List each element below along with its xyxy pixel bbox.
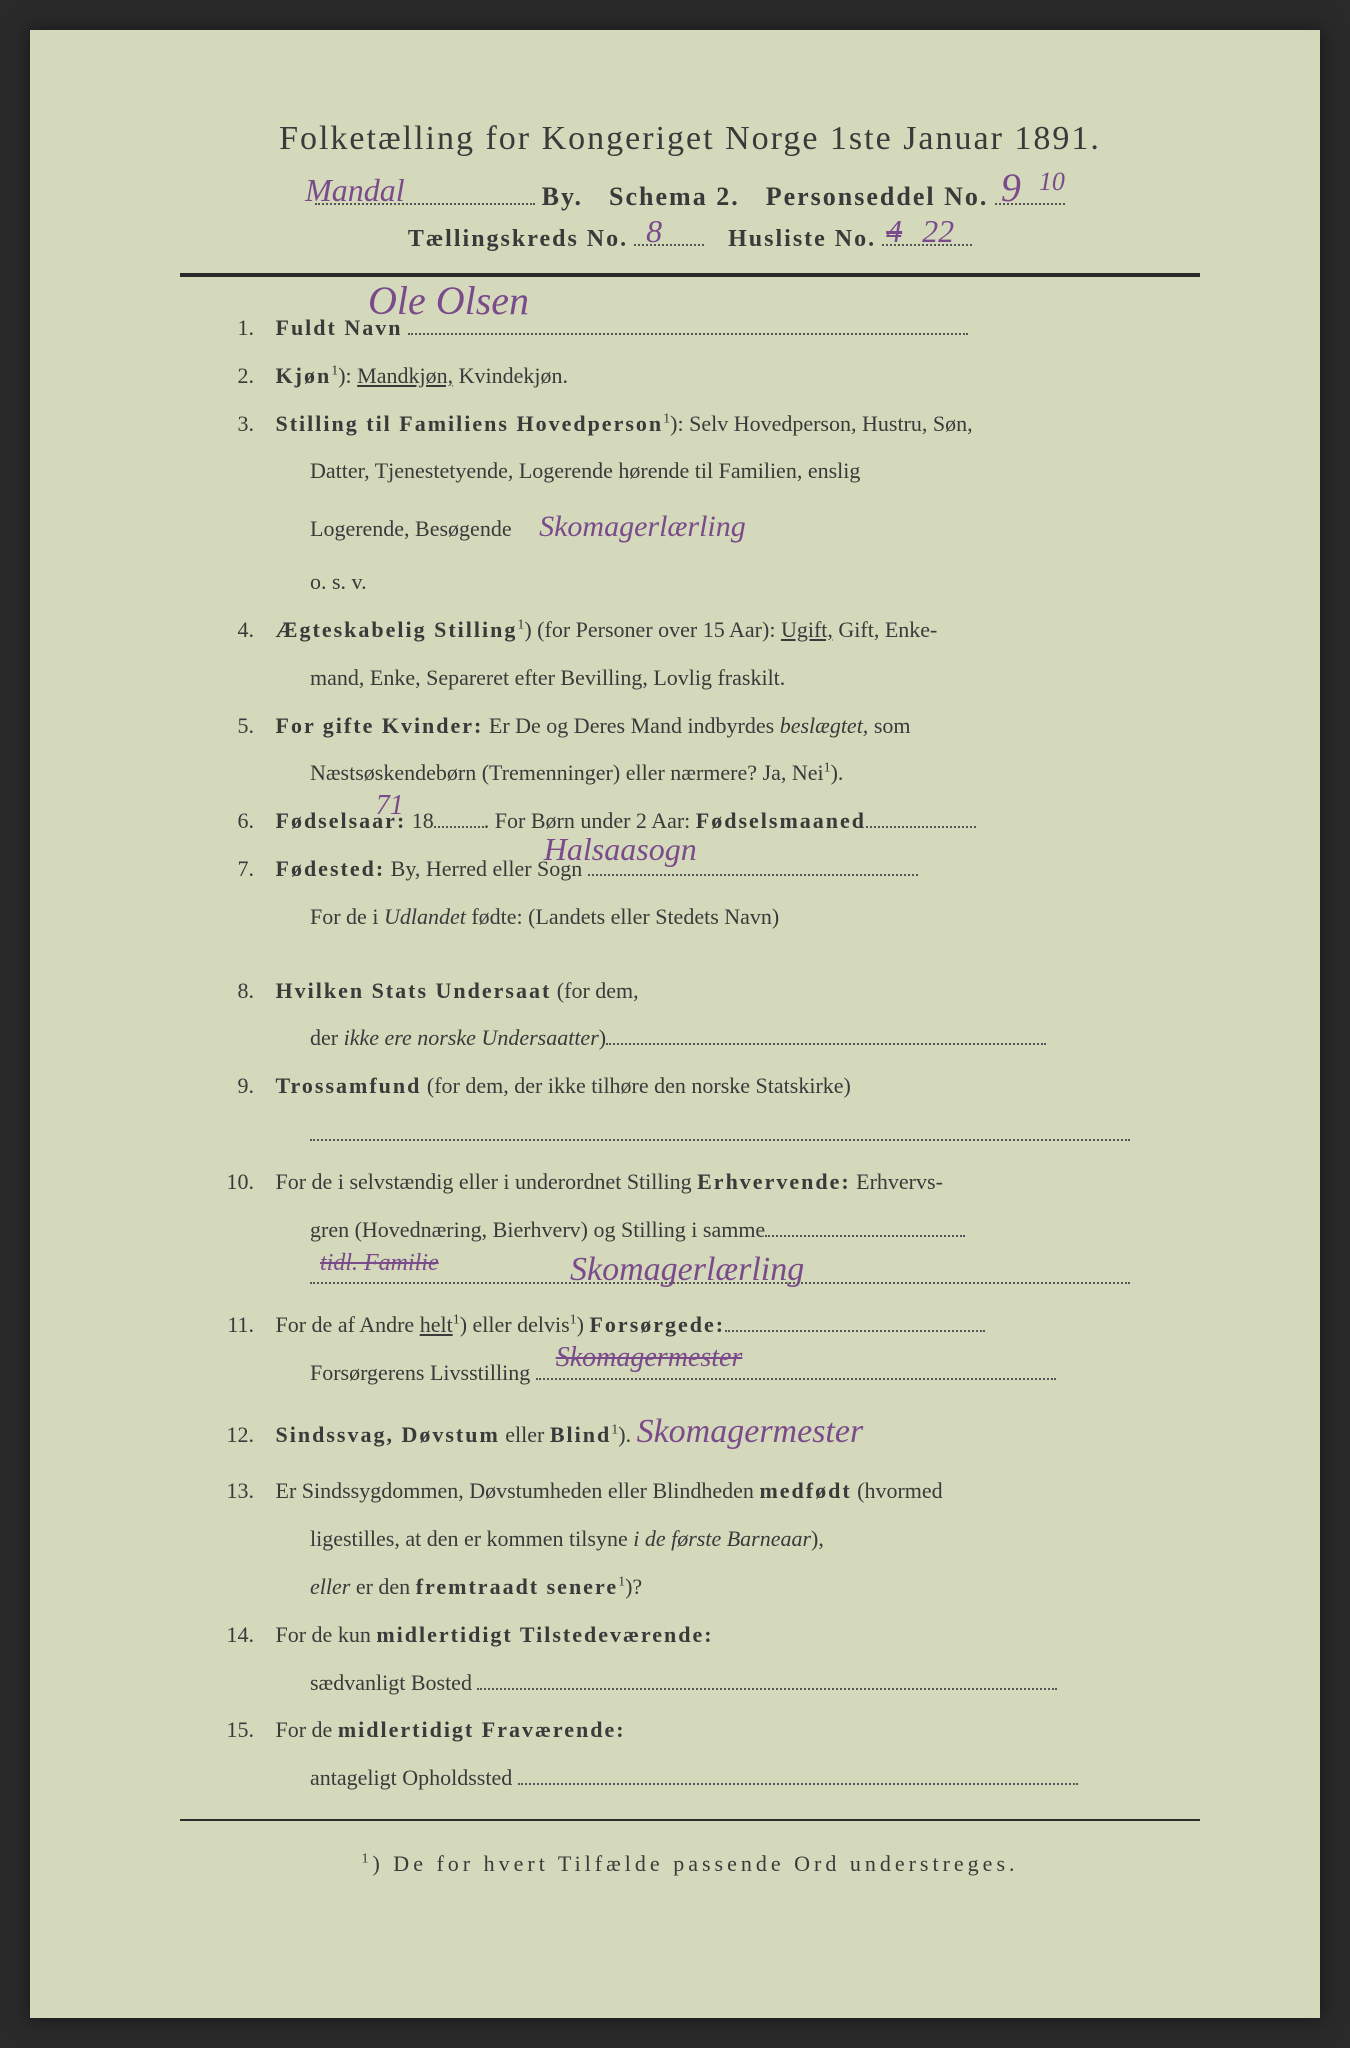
- item-9-cont: [180, 1113, 1200, 1155]
- schema-label: Schema 2.: [609, 182, 740, 211]
- husliste-label: Husliste No.: [728, 226, 876, 252]
- fullname-value: Ole Olsen: [428, 263, 529, 339]
- item12-handwritten: Skomagermester: [637, 1413, 864, 1450]
- item-13-cont-2: eller er den fremtraadt senere1)?: [180, 1566, 1200, 1608]
- item-8-cont: der ikke ere norske Undersaatter): [180, 1017, 1200, 1059]
- birthplace: Halsaasogn: [604, 819, 697, 880]
- personseddel-no-alt: 10: [1039, 167, 1065, 197]
- item-13-cont-1: ligestilles, at den er kommen tilsyne i …: [180, 1518, 1200, 1560]
- item-9: 9. Trossamfund (for dem, der ikke tilhør…: [180, 1065, 1200, 1107]
- item-12: 12. Sindssvag, Døvstum eller Blind1). Sk…: [180, 1400, 1200, 1465]
- item-7: 7. Fødested: By, Herred eller Sogn Halsa…: [180, 848, 1200, 890]
- item-14: 14. For de kun midlertidigt Tilstedevære…: [180, 1614, 1200, 1656]
- item-15-cont: antageligt Opholdssted: [180, 1757, 1200, 1799]
- form-header: Folketælling for Kongeriget Norge 1ste J…: [180, 120, 1200, 253]
- taellingskreds-no: 8: [646, 213, 662, 250]
- occupation-struck: tidl. Familie: [320, 1241, 439, 1287]
- husliste-no: 22: [922, 213, 954, 250]
- divider-bottom: [180, 1819, 1200, 1821]
- personseddel-label: Personseddel No.: [766, 182, 989, 211]
- census-form-page: Folketælling for Kongeriget Norge 1ste J…: [30, 30, 1320, 2018]
- item-11-cont: Forsørgerens Livsstilling Skomagermester: [180, 1352, 1200, 1394]
- taellingskreds-label: Tællingskreds No.: [408, 226, 628, 252]
- subtitle-line-2: Tællingskreds No. 8 Husliste No. 4 22: [180, 226, 1200, 253]
- provider-occupation: Skomagermester: [556, 1331, 743, 1384]
- item-8: 8. Hvilken Stats Undersaat (for dem,: [180, 970, 1200, 1012]
- city-handwritten: Mandal: [305, 172, 405, 209]
- item-3-cont-3: o. s. v.: [180, 561, 1200, 603]
- item-2: 2. Kjøn1): Mandkjøn, Kvindekjøn.: [180, 355, 1200, 397]
- personseddel-no: 9: [1001, 164, 1021, 211]
- city-label: By.: [542, 182, 583, 211]
- item-5-cont: Næstsøskendebørn (Tremenninger) eller næ…: [180, 752, 1200, 794]
- item-3-cont-2: Logerende, Besøgende Skomagerlærling: [180, 498, 1200, 555]
- item-4: 4. Ægteskabelig Stilling1) (for Personer…: [180, 609, 1200, 651]
- marital-underlined: Ugift,: [781, 617, 833, 642]
- item-4-cont: mand, Enke, Separeret efter Bevilling, L…: [180, 657, 1200, 699]
- gender-underlined: Mandkjøn,: [357, 363, 453, 388]
- item-10-cont-2: tidl. Familie Skomagerlærling: [180, 1256, 1200, 1298]
- subtitle-line-1: Mandal By. Schema 2. Personseddel No. 9 …: [180, 182, 1200, 212]
- form-title: Folketælling for Kongeriget Norge 1ste J…: [180, 120, 1200, 158]
- item-3: 3. Stilling til Familiens Hovedperson1):…: [180, 403, 1200, 445]
- item-10: 10. For de i selvstændig eller i underor…: [180, 1161, 1200, 1203]
- item-7-cont: For de i Udlandet fødte: (Landets eller …: [180, 896, 1200, 938]
- occupation: Skomagerlærling: [570, 1238, 804, 1303]
- item-5: 5. For gifte Kvinder: Er De og Deres Man…: [180, 705, 1200, 747]
- item-14-cont: sædvanligt Bosted: [180, 1662, 1200, 1704]
- item-3-cont-1: Datter, Tjenestetyende, Logerende hørend…: [180, 450, 1200, 492]
- item-15: 15. For de midlertidigt Fraværende:: [180, 1709, 1200, 1751]
- husliste-no-struck: 4: [886, 213, 902, 250]
- relation-handwritten: Skomagerlærling: [539, 510, 746, 543]
- item-1: 1. Fuldt Navn Ole Olsen: [180, 307, 1200, 349]
- footnote: 1) De for hvert Tilfælde passende Ord un…: [180, 1851, 1200, 1877]
- item-13: 13. Er Sindssygdommen, Døvstumheden elle…: [180, 1470, 1200, 1512]
- divider-top: [180, 273, 1200, 277]
